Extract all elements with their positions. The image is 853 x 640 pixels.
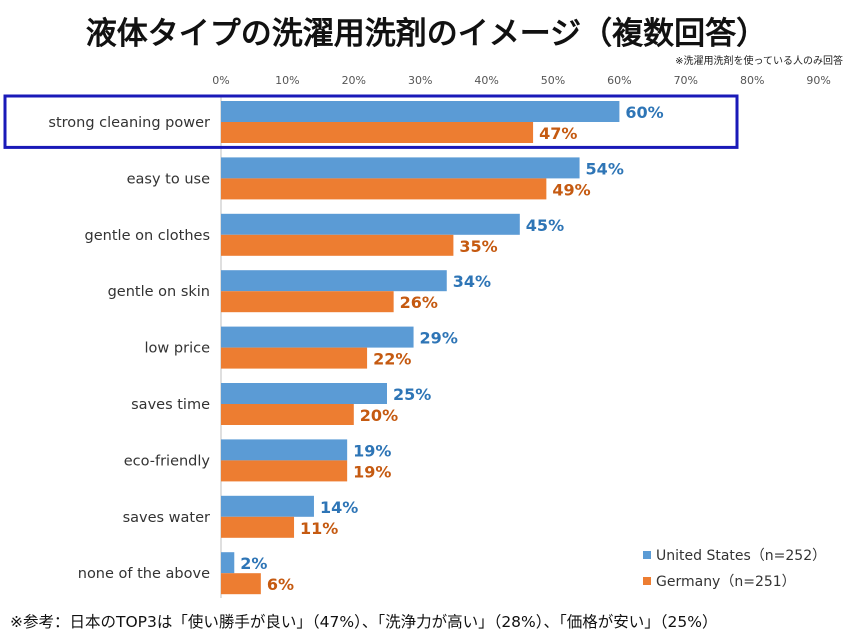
value-label-us: 25% bbox=[393, 385, 431, 404]
value-label-us: 45% bbox=[526, 216, 564, 235]
value-label-us: 34% bbox=[453, 272, 491, 291]
category-label: none of the above bbox=[78, 566, 210, 582]
highlight-box bbox=[3, 94, 739, 149]
x-tick-label: 80% bbox=[740, 74, 764, 87]
value-label-germany: 22% bbox=[373, 350, 411, 369]
x-tick-label: 10% bbox=[275, 74, 299, 87]
category-label: eco-friendly bbox=[124, 453, 211, 469]
bar-germany bbox=[221, 291, 394, 313]
value-label-germany: 47% bbox=[539, 124, 577, 143]
bar-germany bbox=[221, 178, 547, 200]
highlight-rectangle bbox=[3, 94, 739, 149]
bar-germany bbox=[221, 234, 454, 256]
value-label-us: 29% bbox=[420, 329, 458, 348]
value-label-germany: 11% bbox=[300, 519, 338, 538]
category-label: gentle on skin bbox=[108, 284, 210, 300]
category-label: saves water bbox=[123, 510, 210, 526]
legend: United States（n=252） Germany（n=251） bbox=[643, 548, 826, 590]
value-label-germany: 49% bbox=[552, 180, 590, 199]
bar-us bbox=[221, 439, 348, 461]
bar-germany bbox=[221, 460, 348, 482]
bar-germany bbox=[221, 516, 295, 538]
bar-germany bbox=[221, 404, 354, 425]
legend-label-us: United States（n=252） bbox=[656, 548, 826, 564]
value-label-us: 2% bbox=[240, 554, 267, 573]
bar-us bbox=[221, 383, 387, 404]
value-label-us: 60% bbox=[625, 103, 663, 122]
value-label-germany: 19% bbox=[353, 462, 391, 481]
bars bbox=[221, 101, 620, 595]
legend-swatch-germany bbox=[643, 577, 651, 585]
bar-us bbox=[221, 213, 520, 235]
category-labels: strong cleaning power easy to use gentle o… bbox=[48, 115, 210, 582]
x-tick-label: 0% bbox=[212, 74, 229, 87]
respondent-note: ※洗濯用洗剤を使っている人のみ回答 bbox=[675, 56, 843, 67]
bar-germany bbox=[221, 573, 261, 595]
value-label-us: 14% bbox=[320, 498, 358, 517]
category-label: low price bbox=[145, 341, 211, 357]
x-tick-label: 40% bbox=[474, 74, 498, 87]
value-label-us: 19% bbox=[353, 441, 391, 460]
x-tick-label: 70% bbox=[674, 74, 698, 87]
category-label: strong cleaning power bbox=[48, 115, 210, 131]
bar-us bbox=[221, 552, 235, 574]
category-label: easy to use bbox=[127, 171, 210, 187]
value-label-us: 54% bbox=[586, 159, 624, 178]
bar-germany bbox=[221, 347, 368, 369]
value-label-germany: 26% bbox=[400, 293, 438, 312]
value-label-germany: 20% bbox=[360, 406, 398, 425]
bar-us bbox=[221, 270, 447, 292]
value-labels: 60% 47% 54% 49% 45% 35% 34% 26% 29% 22% 25% 20% 19% 1… bbox=[240, 103, 663, 594]
category-label: saves time bbox=[131, 397, 210, 413]
bar-us bbox=[221, 157, 580, 179]
bar-us bbox=[221, 101, 620, 122]
chart-title: 液体タイプの洗濯用洗剤のイメージ（複数回答） bbox=[85, 16, 768, 52]
category-label: gentle on clothes bbox=[85, 228, 210, 244]
x-tick-label: 20% bbox=[342, 74, 366, 87]
x-axis-ticks: 0% 10% 20% 30% 40% 50% 60% 70% 80% 90% bbox=[212, 74, 831, 87]
legend-label-germany: Germany（n=251） bbox=[656, 574, 796, 590]
bar-germany bbox=[221, 122, 534, 143]
footnote: ※参考：日本のTOP3は「使い勝手が良い」（47%）、「洗浄力が高い」（28%）… bbox=[10, 613, 718, 631]
bar-us bbox=[221, 326, 414, 348]
x-tick-label: 60% bbox=[607, 74, 631, 87]
legend-swatch-us bbox=[643, 551, 651, 559]
bar-us bbox=[221, 495, 314, 517]
value-label-germany: 35% bbox=[459, 237, 497, 256]
x-tick-label: 50% bbox=[541, 74, 565, 87]
x-tick-label: 90% bbox=[806, 74, 830, 87]
value-label-germany: 6% bbox=[267, 575, 294, 594]
x-tick-label: 30% bbox=[408, 74, 432, 87]
